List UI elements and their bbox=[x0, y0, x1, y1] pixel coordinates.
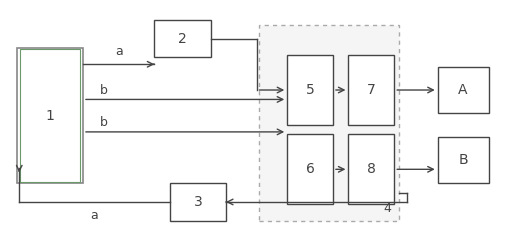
Bar bbox=[259, 25, 399, 221]
Text: 7: 7 bbox=[367, 83, 376, 97]
Bar bbox=[17, 48, 83, 183]
Bar bbox=[348, 134, 394, 204]
Bar bbox=[170, 183, 226, 221]
Text: B: B bbox=[458, 153, 468, 167]
Text: 1: 1 bbox=[46, 109, 54, 123]
Text: 4: 4 bbox=[384, 202, 392, 215]
Text: 2: 2 bbox=[178, 32, 187, 46]
Text: a: a bbox=[115, 45, 123, 58]
Text: 5: 5 bbox=[306, 83, 314, 97]
Text: 6: 6 bbox=[306, 162, 314, 176]
Bar bbox=[438, 137, 489, 183]
Bar bbox=[438, 67, 489, 113]
Bar bbox=[154, 20, 210, 57]
Bar bbox=[287, 55, 333, 125]
Bar bbox=[20, 49, 80, 182]
Text: 3: 3 bbox=[193, 195, 202, 209]
Text: a: a bbox=[91, 210, 98, 223]
Bar bbox=[348, 55, 394, 125]
Text: A: A bbox=[459, 83, 468, 97]
Text: b: b bbox=[100, 84, 107, 97]
Text: 8: 8 bbox=[367, 162, 376, 176]
Text: b: b bbox=[100, 116, 107, 129]
Bar bbox=[287, 134, 333, 204]
